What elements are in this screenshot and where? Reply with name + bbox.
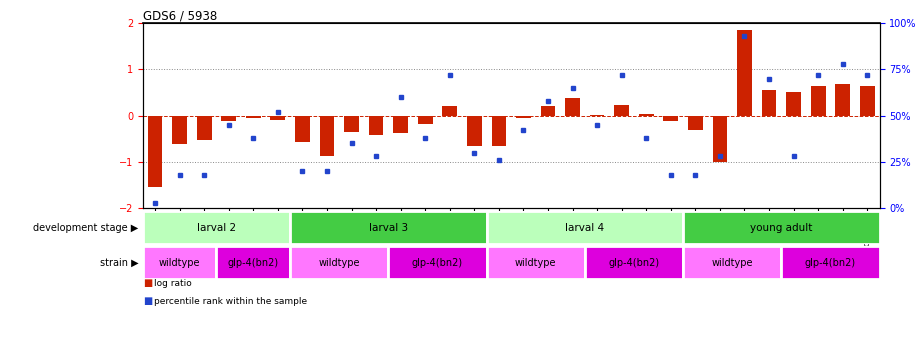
- Text: wildtype: wildtype: [515, 258, 556, 268]
- Bar: [418, 116, 433, 124]
- Bar: [541, 106, 555, 116]
- Text: young adult: young adult: [750, 223, 812, 233]
- Text: glp-4(bn2): glp-4(bn2): [412, 258, 463, 268]
- Bar: [143, 246, 216, 279]
- Bar: [639, 114, 654, 116]
- Bar: [589, 115, 604, 116]
- Bar: [860, 86, 875, 116]
- Bar: [486, 211, 683, 245]
- Text: GDS6 / 5938: GDS6 / 5938: [143, 9, 217, 22]
- Bar: [781, 246, 880, 279]
- Bar: [683, 246, 781, 279]
- Bar: [516, 116, 530, 118]
- Bar: [688, 116, 703, 130]
- Text: glp-4(bn2): glp-4(bn2): [805, 258, 856, 268]
- Text: larval 3: larval 3: [368, 223, 408, 233]
- Bar: [737, 30, 752, 116]
- Text: development stage ▶: development stage ▶: [33, 223, 138, 233]
- Bar: [216, 246, 290, 279]
- Bar: [614, 106, 629, 116]
- Bar: [290, 246, 389, 279]
- Bar: [368, 116, 383, 135]
- Text: wildtype: wildtype: [319, 258, 360, 268]
- Text: glp-4(bn2): glp-4(bn2): [609, 258, 659, 268]
- Text: wildtype: wildtype: [158, 258, 201, 268]
- Text: larval 4: larval 4: [565, 223, 604, 233]
- Text: ■: ■: [143, 296, 152, 306]
- Bar: [290, 211, 486, 245]
- Bar: [393, 116, 408, 133]
- Bar: [762, 90, 776, 116]
- Bar: [663, 116, 678, 121]
- Text: wildtype: wildtype: [711, 258, 753, 268]
- Text: percentile rank within the sample: percentile rank within the sample: [154, 297, 307, 306]
- Bar: [486, 246, 585, 279]
- Bar: [295, 116, 309, 142]
- Bar: [835, 84, 850, 116]
- Bar: [565, 98, 580, 116]
- Bar: [172, 116, 187, 144]
- Bar: [197, 116, 212, 140]
- Bar: [683, 211, 880, 245]
- Bar: [320, 116, 334, 156]
- Bar: [147, 116, 162, 187]
- Bar: [585, 246, 683, 279]
- Bar: [221, 116, 236, 121]
- Text: larval 2: larval 2: [197, 223, 236, 233]
- Text: ■: ■: [143, 278, 152, 288]
- Bar: [389, 246, 486, 279]
- Bar: [442, 106, 457, 116]
- Bar: [810, 86, 825, 116]
- Bar: [492, 116, 507, 146]
- Bar: [271, 116, 286, 120]
- Bar: [713, 116, 728, 162]
- Bar: [467, 116, 482, 146]
- Bar: [143, 211, 290, 245]
- Text: strain ▶: strain ▶: [99, 258, 138, 268]
- Bar: [246, 116, 261, 118]
- Text: glp-4(bn2): glp-4(bn2): [227, 258, 279, 268]
- Bar: [344, 116, 359, 132]
- Text: log ratio: log ratio: [154, 279, 192, 288]
- Bar: [787, 92, 801, 116]
